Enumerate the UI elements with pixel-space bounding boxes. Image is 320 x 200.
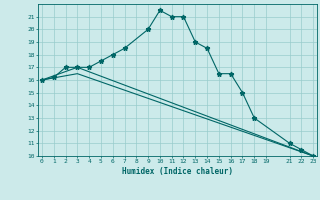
X-axis label: Humidex (Indice chaleur): Humidex (Indice chaleur) [122,167,233,176]
